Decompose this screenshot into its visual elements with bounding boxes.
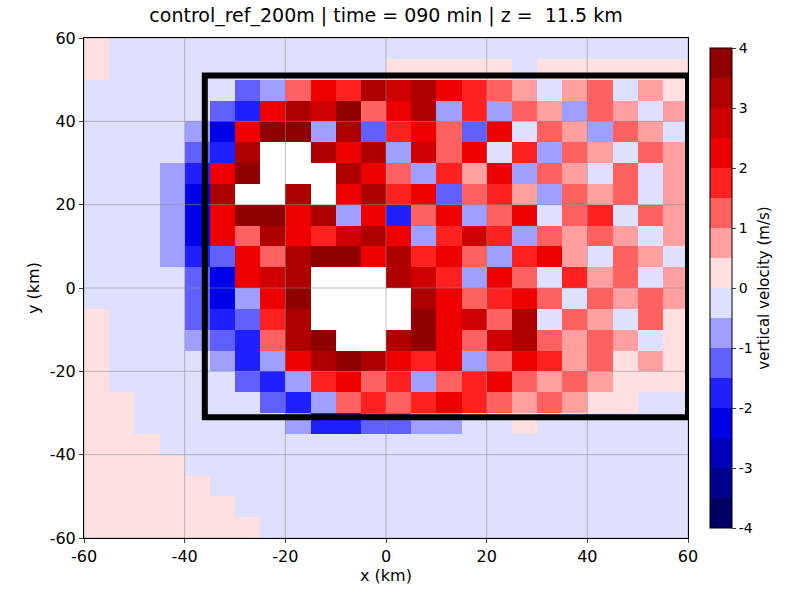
svg-text:20: 20 bbox=[55, 195, 75, 214]
svg-text:-20: -20 bbox=[50, 362, 76, 381]
svg-text:-40: -40 bbox=[172, 547, 198, 566]
svg-text:y (km): y (km) bbox=[24, 262, 43, 314]
svg-text:2: 2 bbox=[739, 160, 748, 176]
svg-text:x (km): x (km) bbox=[360, 566, 412, 585]
svg-text:1: 1 bbox=[739, 220, 748, 236]
svg-text:-20: -20 bbox=[272, 547, 298, 566]
svg-text:-1: -1 bbox=[739, 340, 753, 356]
svg-text:40: 40 bbox=[577, 547, 597, 566]
svg-text:60: 60 bbox=[678, 547, 698, 566]
svg-text:-60: -60 bbox=[71, 547, 97, 566]
svg-text:0: 0 bbox=[739, 280, 748, 296]
svg-text:0: 0 bbox=[66, 279, 76, 298]
svg-text:3: 3 bbox=[739, 100, 748, 116]
svg-text:20: 20 bbox=[476, 547, 496, 566]
svg-text:0: 0 bbox=[381, 547, 391, 566]
svg-text:40: 40 bbox=[55, 112, 75, 131]
svg-text:4: 4 bbox=[739, 40, 748, 56]
svg-text:-3: -3 bbox=[739, 460, 753, 476]
svg-text:-60: -60 bbox=[50, 529, 76, 548]
svg-text:vertical velocity (m/s): vertical velocity (m/s) bbox=[755, 206, 773, 369]
svg-text:-40: -40 bbox=[50, 445, 76, 464]
svg-text:60: 60 bbox=[55, 29, 75, 48]
svg-text:-4: -4 bbox=[739, 520, 753, 536]
svg-text:control_ref_200m | time = 090: control_ref_200m | time = 090 min | z = … bbox=[149, 4, 622, 27]
svg-text:-2: -2 bbox=[739, 400, 753, 416]
